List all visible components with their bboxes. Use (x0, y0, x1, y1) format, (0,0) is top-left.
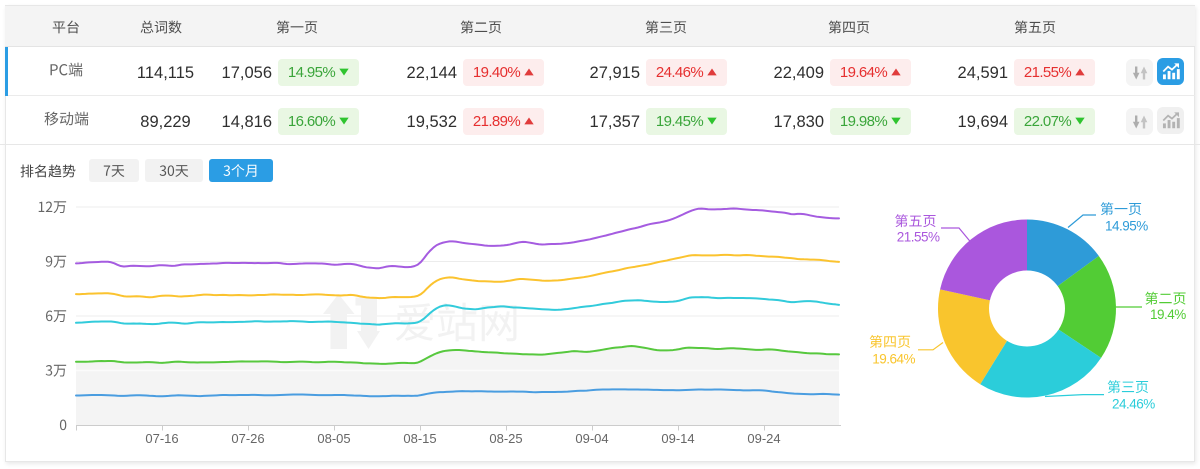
svg-text:21.55%: 21.55% (897, 229, 940, 244)
svg-text:08-25: 08-25 (489, 431, 522, 446)
svg-text:24.46%: 24.46% (1112, 396, 1155, 411)
svg-text:08-05: 08-05 (317, 431, 350, 446)
svg-text:19.4%: 19.4% (1150, 307, 1186, 322)
svg-text:09-04: 09-04 (575, 431, 608, 446)
svg-text:09-24: 09-24 (747, 431, 780, 446)
svg-text:09-14: 09-14 (661, 431, 694, 446)
svg-text:19.64%: 19.64% (872, 352, 915, 367)
svg-text:08-15: 08-15 (403, 431, 436, 446)
svg-text:14.95%: 14.95% (1105, 218, 1148, 233)
svg-text:07-26: 07-26 (231, 431, 264, 446)
svg-text:07-16: 07-16 (145, 431, 178, 446)
